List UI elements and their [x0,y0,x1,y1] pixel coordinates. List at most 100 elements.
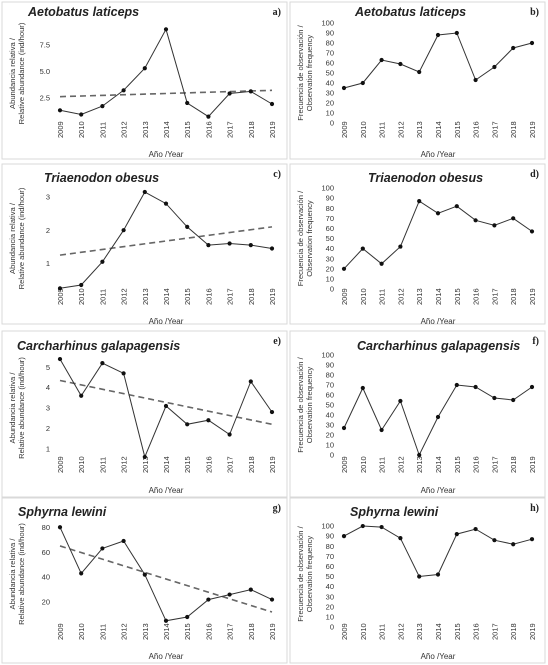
x-axis-label: Año /Year [421,486,456,495]
panel-frame [1,497,288,664]
data-point [473,384,478,390]
x-tick-label: 2017 [490,456,499,473]
data-point [492,395,497,401]
y-tick-label: 90 [326,194,334,203]
x-tick-label: 2013 [415,121,424,138]
y-tick-label: 30 [326,592,334,601]
x-tick-label: 2019 [268,456,277,473]
x-tick-label: 2016 [472,288,481,305]
y-tick-label: 60 [326,562,334,571]
data-point [511,542,516,547]
data-point [529,537,535,542]
x-tick-label: 2019 [528,456,537,473]
x-tick-label: 2009 [56,121,65,138]
x-tick-label: 2009 [56,623,65,640]
chart-title: Carcharhinus galapagensis [357,339,520,353]
x-tick-label: 2012 [120,456,129,473]
data-point [360,385,365,391]
y-tick-label: 80 [42,523,50,532]
y-axis-label: Abundancia relativa /Relative abundance … [8,22,26,124]
data-point [121,228,126,233]
x-tick-label: 2017 [226,623,235,640]
data-point [435,414,441,420]
x-tick-label: 2015 [453,456,462,473]
y-axis-label: Abundancia relativa /Relative abundance … [8,523,26,625]
panel-frame [1,163,288,325]
y-tick-label: 1 [46,259,50,268]
trend-line [59,545,273,613]
data-point [79,112,84,117]
x-tick-label: 2015 [453,121,462,138]
y-tick-label: 60 [326,59,334,68]
series-line [343,525,533,578]
y-tick-label: 0 [330,285,334,294]
y-tick-label: 70 [326,552,334,561]
data-point [100,104,105,109]
data-point [206,243,211,248]
panel-letter: a) [273,7,281,18]
y-axis-label-line: Abundancia relativa / [8,202,17,274]
y-axis-label-line: Observation frequency [305,536,314,613]
y-axis-label-line: Relative abundance (ind/hour) [17,357,26,459]
y-axis-label: Frecuencia de observación /Observation f… [296,525,314,621]
x-tick-label: 2019 [268,288,277,305]
y-tick-label: 30 [326,89,334,98]
x-tick-label: 2018 [247,121,256,138]
x-tick-label: 2012 [120,623,129,640]
x-tick-label: 2011 [378,457,387,473]
y-axis-label-line: Frecuencia de observación / [296,24,305,120]
data-point [57,108,63,113]
panel-letter: d) [530,169,539,180]
y-tick-label: 20 [326,602,334,611]
data-point [121,88,126,93]
x-axis-label: Año /Year [149,486,184,495]
data-point [79,571,84,576]
x-tick-label: 2009 [56,288,65,305]
x-tick-label: 2019 [528,121,537,138]
data-point [360,523,365,529]
data-point [248,379,253,384]
x-tick-label: 2011 [98,457,107,473]
data-point [269,597,275,602]
data-point [398,398,403,404]
y-tick-label: 40 [326,582,334,591]
chart-title: Sphyrna lewini [18,505,107,519]
data-point [360,246,365,251]
panel-letter: c) [273,169,281,180]
y-tick-label: 0 [330,451,334,460]
x-tick-label: 2019 [268,121,277,138]
data-point [142,66,147,71]
x-tick-label: 2014 [162,288,171,305]
data-point [227,592,232,597]
x-tick-label: 2015 [183,456,192,473]
x-tick-label: 2013 [141,121,150,138]
y-tick-label: 20 [326,264,334,273]
y-axis-label-line: Observation frequency [305,35,314,112]
trend-line [59,226,273,256]
data-point [163,201,169,206]
x-tick-label: 2016 [204,121,213,138]
y-tick-label: 100 [321,522,334,531]
y-tick-label: 80 [326,39,334,48]
x-tick-label: 2009 [56,456,65,473]
y-axis-label-line: Frecuencia de observación / [296,525,305,621]
data-point [227,432,232,437]
x-axis-label: Año /Year [421,317,456,326]
x-tick-label: 2010 [359,623,368,640]
y-axis-label-line: Abundancia relativa / [8,538,17,610]
data-point [341,534,347,539]
data-point [341,425,347,431]
x-tick-label: 2019 [528,623,537,640]
chart-title: Sphyrna lewini [350,505,439,519]
data-point [398,61,403,67]
trend-line [59,379,273,426]
y-tick-label: 30 [326,421,334,430]
panel-c: Triaenodon obesus c) 1 2 3 Abundancia relativ… [1,163,288,326]
data-point [511,216,516,221]
data-point [248,587,253,592]
data-point [227,91,232,96]
data-point [473,77,478,83]
y-tick-label: 100 [321,19,334,28]
data-point [269,409,275,415]
